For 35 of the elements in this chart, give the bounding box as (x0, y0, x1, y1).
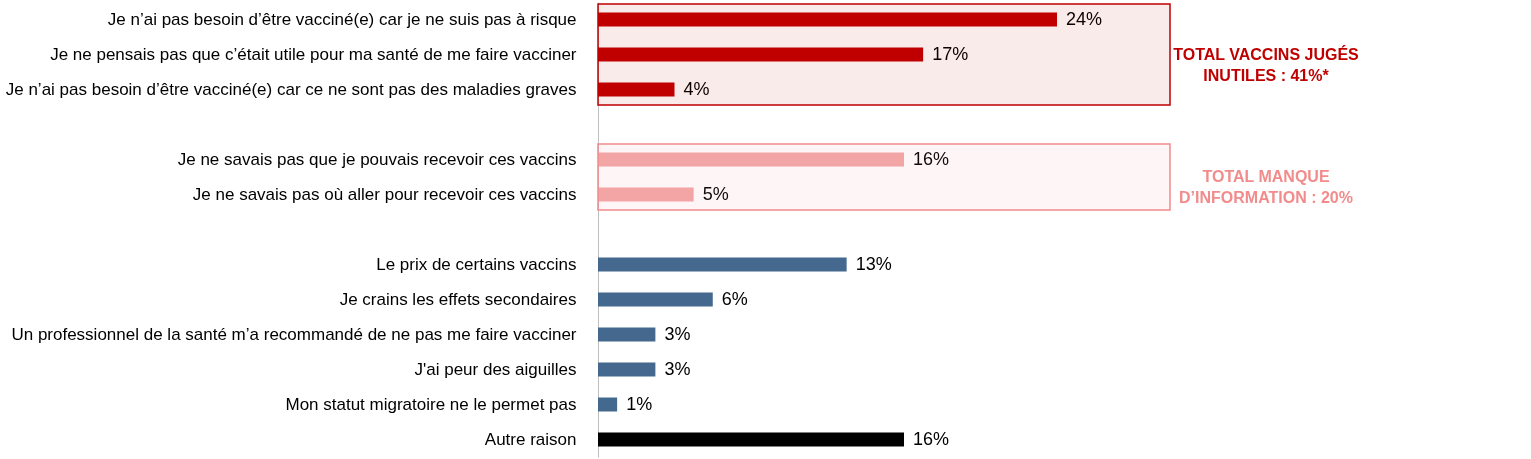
data-label: 24% (1066, 8, 1103, 29)
data-label: 13% (855, 253, 892, 274)
bar (598, 362, 656, 377)
bar (598, 292, 713, 307)
band-label: TOTAL MANQUE D’INFORMATION : 20% (1179, 168, 1353, 206)
bar (598, 397, 618, 412)
data-label: 1% (626, 393, 653, 414)
y-tick-label: Je n’ai pas besoin d’être vacciné(e) car je ne suis pas à risque (107, 9, 577, 29)
data-label: 4% (683, 78, 710, 99)
data-label: 5% (702, 183, 729, 204)
y-tick-label: Je ne pensais pas que c’était utile pour ma santé de me faire vacciner (50, 44, 577, 64)
band-label: TOTAL VACCINS JUGÉS INUTILES : 41%* (1173, 44, 1360, 84)
bar (598, 12, 1058, 27)
y-tick-label: J'ai peur des aiguilles (414, 359, 577, 379)
bar (598, 327, 656, 342)
bar (598, 152, 905, 167)
data-label: 16% (913, 148, 950, 169)
data-label: 16% (913, 428, 950, 449)
y-tick-label: Je crains les effets secondaires (339, 289, 577, 309)
data-label: 17% (932, 43, 969, 64)
bar (598, 187, 694, 202)
y-tick-label: Je ne savais pas où aller pour recevoir ces vaccins (192, 184, 577, 204)
y-tick-label: Un professionnel de la santé m’a recommandé de ne pas me faire vacciner (11, 324, 577, 344)
bar (598, 47, 924, 62)
bar (598, 82, 675, 97)
y-tick-label: Je n’ai pas besoin d’être vacciné(e) car ce ne sont pas des maladies graves (5, 79, 577, 99)
data-label: 3% (664, 323, 691, 344)
y-tick-label: Le prix de certains vaccins (376, 254, 577, 274)
data-label: 3% (664, 358, 691, 379)
data-label: 6% (721, 288, 748, 309)
bar (598, 432, 905, 447)
y-tick-label: Mon statut migratoire ne le permet pas (285, 394, 577, 414)
y-tick-label: Je ne savais pas que je pouvais recevoir ces vaccins (177, 149, 577, 169)
y-tick-label: Autre raison (484, 429, 577, 449)
bar (598, 257, 847, 272)
